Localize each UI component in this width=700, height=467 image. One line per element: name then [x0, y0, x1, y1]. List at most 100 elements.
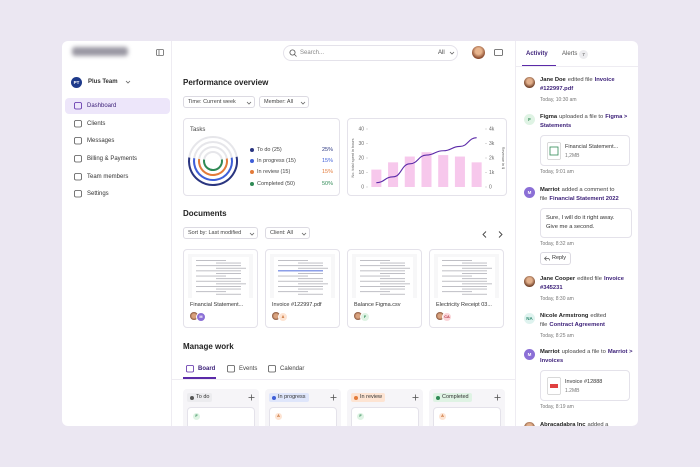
actor-photo: [524, 276, 535, 287]
next-arrow[interactable]: [498, 231, 504, 238]
file-attachment[interactable]: Financial Statement... 1,2MB: [540, 135, 630, 166]
nav-item[interactable]: Clients: [87, 121, 106, 127]
actor-name[interactable]: Nicole Armstrong: [540, 313, 589, 319]
nav-icon: [74, 137, 82, 145]
activity-item: Figma uploaded a file to Figma > Statement…: [540, 113, 634, 176]
target-link[interactable]: Invoice #122997.pdf: [540, 77, 615, 92]
document-card[interactable]: Financial Statement... M: [183, 249, 258, 328]
timestamp: Today, 10:30 am: [540, 97, 577, 103]
y2-tick-label: 1k: [489, 170, 495, 176]
search-box[interactable]: Search... All: [283, 45, 458, 61]
y2-tick-label: 0: [489, 185, 492, 191]
board-column: To do F: [183, 389, 259, 426]
action: added a: [587, 422, 609, 426]
add-task[interactable]: [248, 394, 255, 401]
filter-dropdown[interactable]: Member: All: [259, 96, 309, 108]
document-thumbnail: [434, 254, 499, 298]
document-card[interactable]: Electricity Receipt 03... CA: [429, 249, 504, 328]
actor-avatar: M: [524, 187, 535, 198]
timestamp: Today, 8:30 am: [540, 296, 574, 302]
task-card[interactable]: F: [187, 407, 255, 426]
collaborator-avatar: M: [196, 312, 206, 322]
task-card[interactable]: A: [269, 407, 337, 426]
nav-item[interactable]: Settings: [87, 191, 109, 197]
task-label: Completed (50): [257, 181, 295, 187]
team-name[interactable]: Plus Team: [88, 79, 118, 85]
team-avatar: PT: [71, 77, 82, 88]
actor-name[interactable]: Marriot: [540, 187, 560, 193]
target-link[interactable]: Financial Statement 2022: [549, 196, 619, 202]
tab[interactable]: Alerts: [562, 51, 578, 57]
target-link[interactable]: Marriot > Invoices: [540, 349, 633, 364]
filter-dropdown[interactable]: Time: Current week: [183, 96, 255, 108]
file-attachment[interactable]: Invoice #12888 1.2MB: [540, 370, 630, 401]
legend-dot: [250, 170, 254, 174]
document-thumbnail: [352, 254, 417, 298]
y2-axis-title: Revenue in $: [501, 147, 505, 170]
actor-name[interactable]: Marriot: [540, 349, 560, 355]
add-task[interactable]: [412, 394, 419, 401]
board-column: In progress A: [265, 389, 341, 426]
tab[interactable]: Events: [239, 366, 258, 372]
tab-icon[interactable]: [227, 365, 235, 373]
document-card[interactable]: Balance Figma.csv F: [347, 249, 422, 328]
nav-item[interactable]: Dashboard: [87, 103, 117, 109]
filter-label: Client: All: [270, 230, 293, 236]
nav-item[interactable]: Messages: [87, 138, 115, 144]
inbox-icon[interactable]: [494, 49, 503, 56]
status-label: To do: [196, 394, 210, 400]
actor-photo: [524, 77, 535, 88]
nav-item[interactable]: Billing & Payments: [87, 156, 138, 162]
target-link[interactable]: Figma > Statements: [540, 114, 628, 129]
add-task[interactable]: [494, 394, 501, 401]
divider: [516, 66, 638, 67]
document-card[interactable]: Invoice #122997.pdf A: [265, 249, 340, 328]
add-task[interactable]: [330, 394, 337, 401]
search-icon: [289, 49, 297, 57]
filter-chevron: [449, 51, 455, 55]
target-link[interactable]: Contract Agreement: [549, 322, 605, 328]
task-card[interactable]: A: [433, 407, 501, 426]
task-percent: 25%: [321, 147, 333, 153]
collapse-icon[interactable]: [156, 49, 164, 56]
nav-item[interactable]: Team members: [87, 174, 129, 180]
filter-label: Time: Current week: [188, 99, 236, 105]
activity-text: Jane Cooper edited file Invoice #345231: [540, 275, 634, 293]
timestamp: Today, 8:25 am: [540, 333, 574, 339]
team-chevron: [125, 80, 131, 84]
y-tick-label: 40: [358, 127, 364, 133]
document-name: Financial Statement...: [190, 302, 244, 308]
document-name: Electricity Receipt 03...: [436, 302, 492, 308]
search-filter[interactable]: All: [438, 50, 445, 56]
legend-dot: [250, 182, 254, 186]
user-avatar[interactable]: [472, 46, 485, 59]
actor-name[interactable]: Abracadabra Inc: [540, 422, 586, 426]
tab[interactable]: Calendar: [280, 366, 305, 372]
collaborator-avatar: A: [278, 312, 288, 322]
y-tick-label: 30: [358, 141, 364, 147]
bar: [371, 169, 382, 187]
activity-item: Nicole Armstrong edited file Contract Agre…: [540, 312, 634, 340]
tab[interactable]: Board: [198, 366, 216, 372]
target-link[interactable]: Invoice #345231: [540, 276, 624, 291]
tab-icon[interactable]: [186, 365, 194, 373]
y-axis-title: No. total spent in hours: [351, 138, 355, 177]
tab-icon[interactable]: [268, 365, 276, 373]
timestamp: Today, 8:19 am: [540, 404, 574, 410]
filter-dropdown[interactable]: Sort by: Last modified: [183, 227, 258, 239]
actor-name[interactable]: Jane Doe: [540, 77, 566, 83]
filter-label: Member: All: [264, 99, 294, 105]
tab[interactable]: Activity: [526, 51, 548, 57]
status-dot: [354, 395, 358, 400]
activity-text: Abracadabra Inc added a: [540, 421, 610, 426]
task-card[interactable]: F: [351, 407, 419, 426]
brand-logo: [72, 47, 128, 56]
prev-arrow[interactable]: [482, 231, 488, 238]
activity-panel: Activity Alerts 7 Jane Doe edited file Invoic…: [515, 41, 638, 426]
reply-button[interactable]: Reply: [540, 252, 572, 265]
section-title: Manage work: [183, 342, 234, 351]
reply-label: Reply: [552, 255, 567, 261]
filter-dropdown[interactable]: Client: All: [265, 227, 310, 239]
actor-name[interactable]: Figma: [540, 114, 558, 120]
actor-name[interactable]: Jane Cooper: [540, 276, 576, 282]
